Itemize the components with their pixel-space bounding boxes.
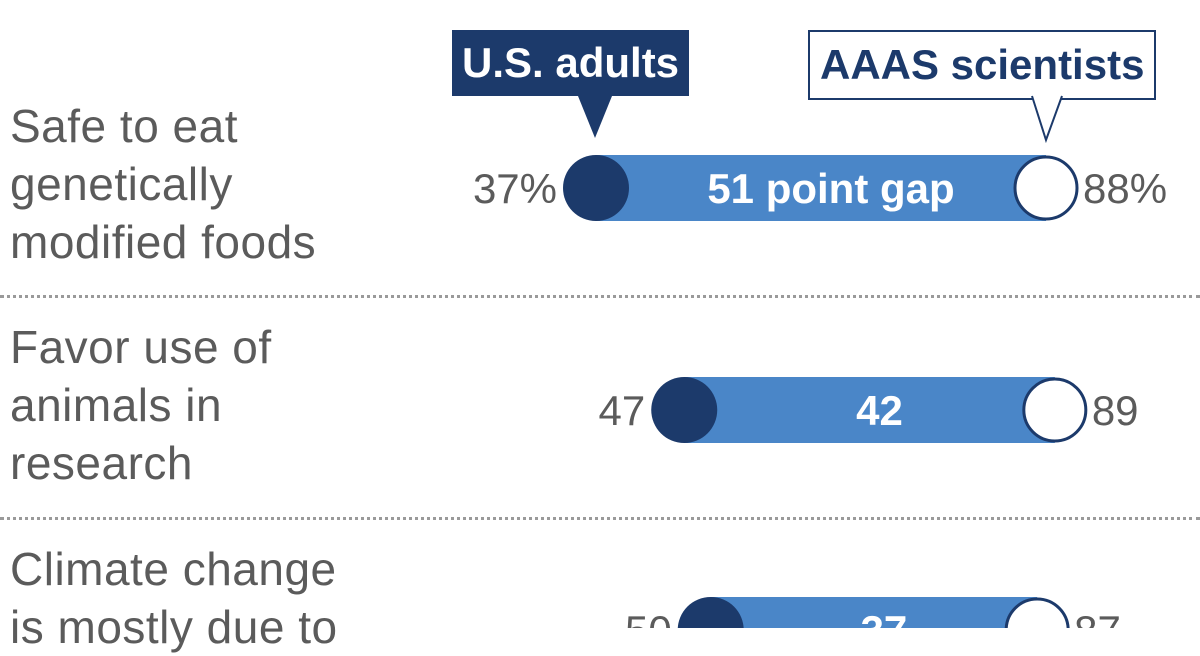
row-divider xyxy=(0,295,1200,298)
gap-value: 51 point gap xyxy=(707,165,954,212)
legend-aaas-scientists: AAAS scientists xyxy=(808,30,1157,100)
us-adults-value: 47 xyxy=(599,387,646,434)
legend-us-pointer xyxy=(578,96,612,138)
aaas-scientists-dot xyxy=(1013,155,1079,221)
aaas-scientists-dot xyxy=(1022,377,1088,443)
legend-aaas-pointer xyxy=(1031,95,1063,144)
gap-value: 37 xyxy=(861,607,908,628)
aaas-scientists-value: 88% xyxy=(1083,165,1167,212)
gap-chart: 37% 88% 51 point gap 47 89 42 50 87 37 xyxy=(473,95,1167,628)
us-adults-dot xyxy=(677,597,744,628)
row-label-animals: Favor use of animals in research xyxy=(10,321,272,489)
us-adults-value: 37% xyxy=(473,165,557,212)
gap-bar xyxy=(684,377,1055,443)
us-adults-value: 50 xyxy=(625,607,672,628)
gap-bar xyxy=(710,597,1038,628)
aaas-scientists-dot xyxy=(1004,597,1070,628)
aaas-scientists-value: 89 xyxy=(1092,387,1139,434)
row-label-gm-foods: Safe to eat genetically modified foods xyxy=(10,100,317,268)
aaas-scientists-value: 87 xyxy=(1074,607,1121,628)
legend-us-adults: U.S. adults xyxy=(452,30,690,96)
gap-bar xyxy=(596,155,1046,221)
us-adults-dot xyxy=(563,155,629,221)
us-adults-dot xyxy=(651,377,718,443)
gap-value: 42 xyxy=(856,387,903,434)
row-divider xyxy=(0,517,1200,520)
